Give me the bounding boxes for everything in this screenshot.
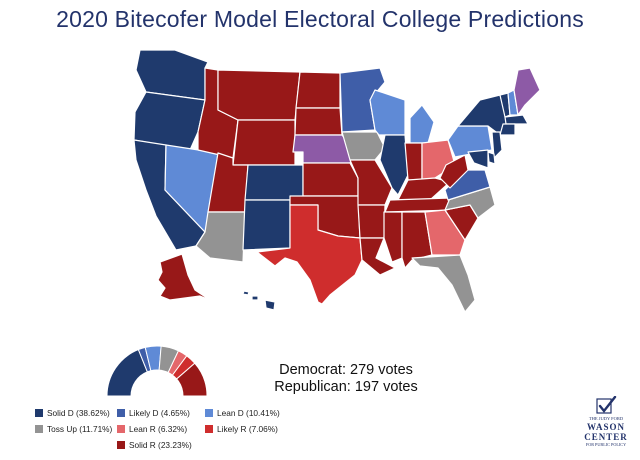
legend-lean-d: Lean D (10.41%) [205,407,280,419]
state-MS [383,211,403,263]
democrat-votes: Democrat: 279 votes [279,362,413,378]
legend-solid-r: Solid R (23.23%) [117,439,192,451]
logo-line-3: CENTER [584,432,628,442]
legend-solid-d-label: Solid D (38.62%) [47,408,110,418]
legend-solid-r-label: Solid R (23.23%) [129,440,192,450]
legend-lean-r-label: Lean R (6.32%) [129,424,188,434]
state-DE [487,151,496,165]
state-KS [302,162,359,197]
state-AR [357,204,386,239]
legend-lean-r: Lean R (6.32%) [117,423,187,435]
state-AK [157,253,211,301]
legend-lean-d-swatch [205,409,213,417]
state-PA [447,125,493,158]
state-NJ [491,131,503,159]
legend-toss-up-label: Toss Up (11.71%) [47,424,113,434]
state-MT [217,69,301,121]
state-WY [232,119,296,166]
state-HI-1 [264,299,276,311]
legend-solid-d-swatch [35,409,43,417]
state-HI-3 [242,290,250,296]
checkmark-icon [596,396,617,414]
state-IL [379,134,409,196]
legend-solid-r-swatch [117,441,125,449]
logo-line-4: FOR PUBLIC POLICY [585,442,627,447]
state-GA [424,209,466,256]
state-MA [504,114,529,125]
legend-solid-d: Solid D (38.62%) [35,407,110,419]
state-WI [369,89,406,136]
legend-lean-d-label: Lean D (10.41%) [217,408,280,418]
republican-votes: Republican: 197 votes [274,379,418,395]
legend-toss-up: Toss Up (11.71%) [35,423,112,435]
legend-toss-up-swatch [35,425,43,433]
state-HI-2 [251,295,259,301]
legend-lean-r-swatch [117,425,125,433]
state-IN [404,142,423,181]
vote-share-donut [106,345,208,397]
logo-line-2: WASON [586,422,625,432]
donut-segment-solid-r [175,362,208,397]
wason-center-logo: THE JUDY FORD WASON CENTER FOR PUBLIC PO… [575,396,637,456]
state-CO [244,164,304,201]
legend-likely-r-swatch [205,425,213,433]
state-FL [411,254,476,313]
legend-likely-d: Likely D (4.65%) [117,407,190,419]
page-title: 2020 Bitecofer Model Electoral College P… [56,6,584,32]
state-MI [409,104,435,144]
logo-line-1: THE JUDY FORD [588,416,624,421]
state-MD [467,149,489,169]
state-KY [397,177,451,201]
legend-likely-d-swatch [117,409,125,417]
state-CT [499,123,516,136]
state-IA [341,131,386,161]
legend-likely-r: Likely R (7.06%) [205,423,278,435]
state-ND [295,71,341,109]
state-WV [439,154,469,189]
state-NM [242,199,291,251]
state-TX [256,204,363,305]
state-ME [513,67,541,116]
state-SD [294,107,343,136]
legend-likely-d-label: Likely D (4.65%) [129,408,190,418]
legend-likely-r-label: Likely R (7.06%) [217,424,278,434]
